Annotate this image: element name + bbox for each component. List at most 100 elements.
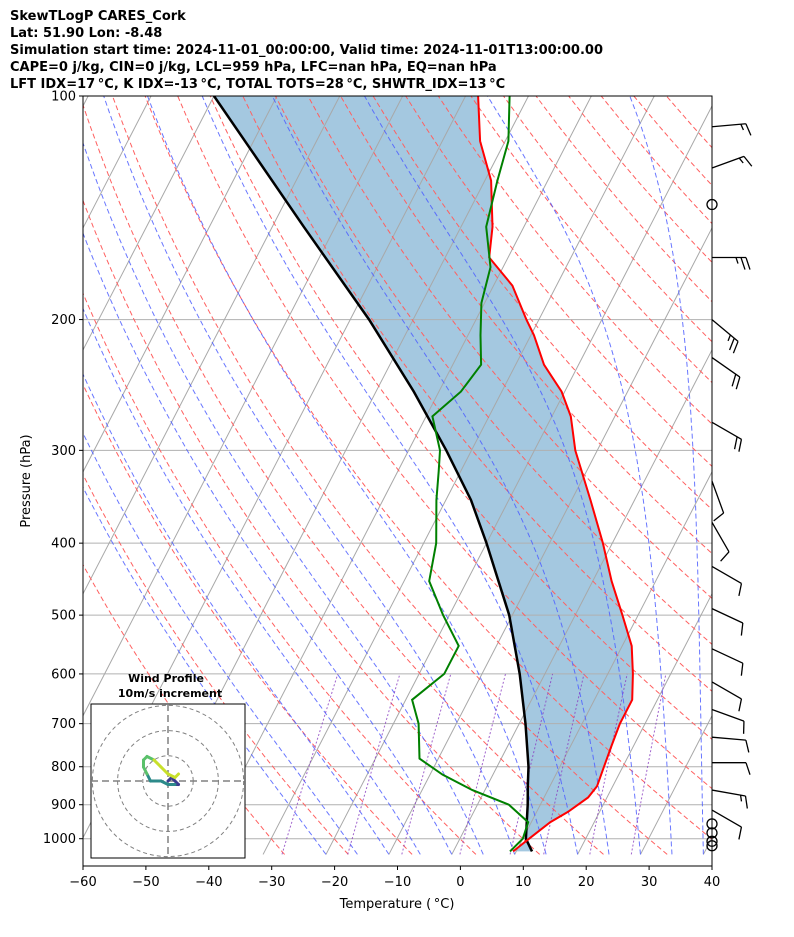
dry-adiabat (83, 292, 477, 855)
y-tick-label: 300 (51, 444, 76, 459)
x-tick-label: 20 (578, 875, 595, 890)
wind-barb-calm (706, 840, 718, 852)
isotherm-line (514, 470, 712, 855)
y-tick-label: 600 (51, 667, 76, 682)
dry-adiabat (274, 96, 712, 645)
y-tick-label: 900 (51, 798, 76, 813)
wind-barb-flag (738, 583, 743, 596)
moist-adiabat (364, 96, 641, 855)
y-tick-label: 100 (51, 90, 76, 105)
moist-adiabat (487, 96, 673, 855)
dry-adiabat (242, 96, 712, 692)
wind-barb-flag (740, 663, 744, 676)
wind-barb (711, 708, 745, 722)
moist-adiabat (271, 96, 610, 855)
indices-line-2: LFT IDX=17 °C, K IDX=-13 °C, TOTAL TOTS=… (10, 77, 506, 92)
mixing-ratio-line (459, 673, 506, 855)
moist-adiabat (103, 96, 516, 855)
wind-barb (711, 319, 739, 342)
x-tick-label: −20 (321, 875, 348, 890)
indices-line-1: CAPE=0 j/kg, CIN=0 j/kg, LCL=959 hPa, LF… (10, 60, 497, 75)
dry-adiabat (209, 96, 712, 740)
wind-barb-half-flag (739, 794, 743, 802)
x-tick-label: 30 (641, 875, 658, 890)
isotherm-line (766, 96, 794, 854)
wind-barb-flag (744, 795, 748, 809)
isotherm-line (451, 348, 712, 855)
mixing-ratio-line (509, 673, 554, 855)
wind-barb-flag (733, 436, 738, 450)
location-line: Lat: 51.90 Lon: -8.48 (10, 26, 163, 41)
x-tick-label: −10 (384, 875, 411, 890)
moist-adiabat (83, 231, 453, 855)
wind-barb-flag (745, 123, 752, 136)
x-tick-label: 40 (704, 875, 721, 890)
dry-adiabat (177, 96, 712, 790)
chart-header: SkewTLogP CARES_Cork Lat: 51.90 Lon: -8.… (10, 8, 603, 93)
moist-adiabat (83, 373, 390, 855)
x-tick-label: −40 (195, 875, 222, 890)
dewpoint-profile-line (410, 96, 530, 853)
wind-barb-calm (706, 835, 718, 847)
mixing-ratio-line (401, 673, 452, 855)
isotherm-line (577, 592, 712, 855)
x-tick-label: −60 (69, 875, 96, 890)
wind-barb (711, 421, 742, 440)
y-tick-label: 1000 (43, 832, 76, 847)
dry-adiabat (307, 96, 712, 600)
cin-shading (214, 96, 633, 852)
moist-adiabat (629, 96, 704, 855)
wind-barb (711, 155, 745, 169)
x-tick-label: 10 (515, 875, 532, 890)
dry-adiabat (83, 473, 349, 855)
inset-title: Wind Profile (128, 672, 204, 685)
dry-adiabat (600, 96, 712, 225)
y-tick-label: 700 (51, 717, 76, 732)
mixing-ratio-line (281, 673, 339, 855)
wind-barb-calm (706, 827, 718, 839)
time-line: Simulation start time: 2024-11-01_00:00:… (10, 43, 603, 58)
wind-barb (711, 357, 741, 378)
wind-barb-flag (738, 698, 743, 712)
mixing-ratio-line (630, 673, 667, 855)
wind-barb-flag (720, 551, 730, 562)
y-tick-label: 500 (51, 609, 76, 624)
isotherm-line (83, 96, 215, 352)
isotherm-line (83, 96, 404, 717)
mixing-ratio-line (589, 673, 628, 855)
wind-barb-calm (706, 818, 718, 830)
inset-ring (91, 704, 245, 858)
wind-barb-half-flag (727, 334, 731, 342)
moist-adiabat (83, 486, 327, 855)
isotherm-line (325, 104, 712, 855)
y-tick-label: 200 (51, 313, 76, 328)
wind-barb-flag (745, 740, 750, 753)
dry-adiabat (666, 96, 712, 149)
wind-barb-flag (738, 439, 743, 452)
dry-adiabat (144, 96, 712, 840)
hodograph-inset: Wind Profile 10m/s increment (90, 672, 246, 859)
x-tick-label: −30 (258, 875, 285, 890)
dry-adiabat (372, 96, 712, 511)
chart-title: SkewTLogP CARES_Cork (10, 9, 186, 24)
dry-adiabat (83, 383, 413, 855)
isotherm-line (83, 96, 152, 230)
moist-adiabat (83, 431, 358, 855)
dry-adiabat (112, 96, 668, 855)
isotherm-line (83, 96, 89, 108)
dry-adiabat (83, 103, 604, 855)
wind-barb-half-flag (735, 257, 739, 264)
wind-barb (711, 809, 742, 828)
wind-barb-flag (713, 512, 725, 522)
isotherm-line (83, 96, 278, 473)
wind-barb (711, 789, 746, 797)
mixing-ratio-line (347, 673, 401, 855)
isotherm-line (83, 96, 341, 595)
y-axis-label: Pressure (hPa) (19, 434, 34, 527)
temperature-profile-line (477, 96, 634, 853)
y-tick-label: 400 (51, 537, 76, 552)
wind-barb-flag (743, 155, 753, 167)
y-tick-label: 800 (51, 760, 76, 775)
wind-barb (711, 648, 744, 664)
